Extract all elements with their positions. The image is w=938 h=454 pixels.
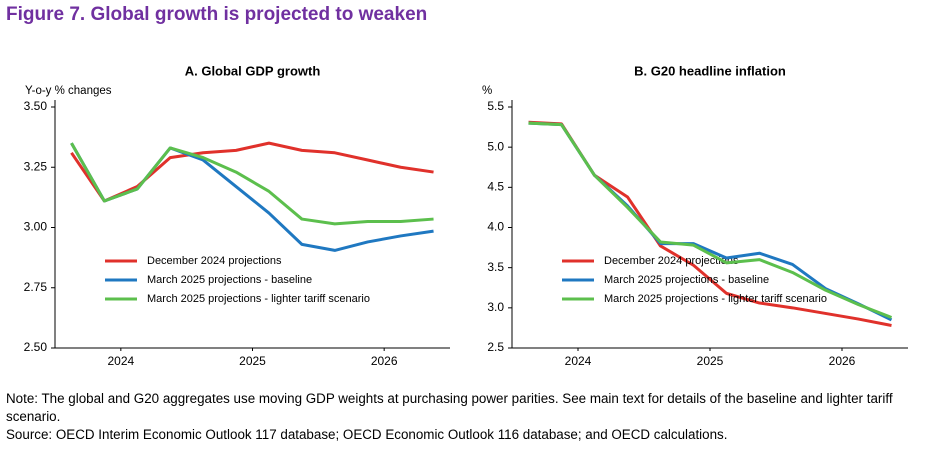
legend-label: December 2024 projections — [604, 255, 739, 267]
y-axis-label: Y-o-y % changes — [25, 85, 112, 97]
legend-label: December 2024 projections — [147, 255, 282, 267]
series-line — [70, 141, 434, 203]
figure-title: Figure 7. Global growth is projected to … — [6, 4, 428, 25]
legend-label: March 2025 projections - lighter tariff … — [147, 293, 370, 305]
panel-title: B. G20 headline inflation — [634, 63, 786, 78]
y-tick-label: 3.0 — [487, 300, 504, 314]
legend-label: March 2025 projections - baseline — [147, 274, 312, 286]
series-line — [70, 142, 434, 252]
x-tick-label: 2026 — [829, 354, 856, 368]
y-tick-label: 2.50 — [24, 340, 48, 354]
notes: Note: The global and G20 aggregates use … — [6, 390, 932, 444]
note: Note: The global and G20 aggregates use … — [6, 391, 893, 424]
source: Source: OECD Interim Economic Outlook 11… — [6, 427, 728, 442]
y-axis-label: % — [482, 85, 492, 97]
y-tick-label: 2.5 — [487, 340, 504, 354]
charts: A. Global GDP growth Y-o-y % changes 3.50 3… — [24, 63, 908, 368]
series-line — [528, 121, 893, 322]
y-tick-label: 2.75 — [24, 280, 48, 294]
y-tick-label: 3.50 — [24, 99, 48, 113]
y-tick-label: 3.5 — [487, 260, 504, 274]
y-tick-label: 3.25 — [24, 159, 48, 173]
series-line — [528, 121, 893, 319]
y-tick-label: 5.0 — [487, 139, 504, 153]
y-tick-label: 4.0 — [487, 220, 504, 234]
y-tick-label: 5.5 — [487, 99, 504, 113]
x-tick-label: 2024 — [565, 354, 592, 368]
x-tick-label: 2025 — [239, 354, 266, 368]
legend-label: March 2025 projections - baseline — [604, 274, 769, 286]
legend-label: March 2025 projections - lighter tariff … — [604, 293, 827, 305]
x-tick-label: 2025 — [697, 354, 724, 368]
y-tick-label: 4.5 — [487, 180, 504, 194]
x-tick-label: 2024 — [107, 354, 134, 368]
y-tick-label: 3.00 — [24, 220, 48, 234]
series-line — [70, 142, 434, 226]
x-tick-label: 2026 — [371, 354, 398, 368]
panel-title: A. Global GDP growth — [185, 63, 321, 78]
